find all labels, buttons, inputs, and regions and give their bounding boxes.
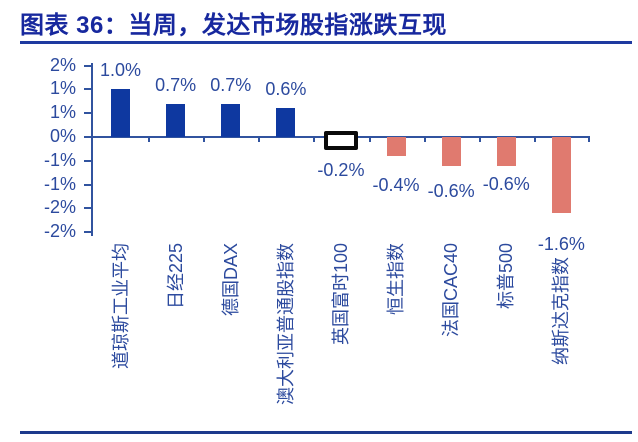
- category-axis-label: 道琼斯工业平均: [110, 243, 131, 369]
- bar: [111, 89, 131, 137]
- figure-bottom-rule: [20, 431, 632, 434]
- category-axis-label: 德国DAX: [220, 243, 241, 317]
- value-label: -0.6%: [427, 180, 475, 201]
- figure-title: 图表 36：当周，发达市场股指涨跌互现: [20, 12, 447, 39]
- y-axis-tick: [84, 88, 91, 91]
- x-axis-tick: [588, 137, 590, 142]
- title-underline: [20, 41, 632, 44]
- value-label: 0.7%: [210, 74, 252, 95]
- y-axis-tick: [84, 231, 91, 234]
- bar: [166, 103, 186, 137]
- x-axis-tick: [368, 137, 371, 142]
- x-axis-tick: [203, 137, 206, 142]
- y-axis-tick: [84, 159, 91, 162]
- value-label: -0.2%: [317, 160, 365, 180]
- value-label: -0.4%: [372, 175, 420, 196]
- bar: [386, 137, 406, 157]
- y-axis-tick: [84, 207, 91, 210]
- value-label: -0.6%: [482, 173, 530, 194]
- x-axis-tick: [423, 137, 426, 142]
- x-axis-tick: [313, 137, 316, 142]
- x-axis-tick: [258, 137, 261, 142]
- y-axis-tick: [84, 112, 91, 115]
- y-axis-tick: [84, 136, 91, 138]
- y-axis-tick-label: 1%: [49, 102, 76, 123]
- category-axis-label: 日经225: [165, 243, 186, 310]
- y-axis-tick-label: -2%: [43, 197, 76, 218]
- y-axis-tick-label: -1%: [43, 173, 76, 194]
- y-axis-tick-label: -2%: [43, 221, 76, 242]
- y-axis-tick: [84, 64, 91, 67]
- value-label: 0.6%: [265, 79, 307, 100]
- bar: [551, 137, 571, 214]
- y-axis-tick: [84, 183, 91, 186]
- category-axis-label: 纳斯达克指数: [551, 257, 572, 365]
- y-axis-tick-label: -1%: [43, 149, 76, 170]
- category-axis-label: 标普500: [496, 243, 517, 310]
- x-axis-tick: [148, 137, 151, 142]
- bar: [496, 137, 516, 166]
- value-label: -1.6%: [537, 234, 585, 255]
- y-axis-tick-label: 1%: [49, 78, 76, 99]
- highlight-box: [323, 131, 358, 150]
- category-axis-label: 恒生指数: [386, 243, 407, 315]
- category-axis-label: 澳大利亚普通股指数: [275, 243, 296, 405]
- value-label: 1.0%: [100, 60, 142, 81]
- x-axis-tick: [533, 137, 536, 142]
- bar: [221, 103, 241, 137]
- bar: [441, 137, 461, 166]
- y-axis-tick-label: 2%: [49, 54, 76, 75]
- category-axis-label: 法国CAC40: [441, 243, 462, 338]
- y-axis-tick-label: 0%: [49, 126, 76, 146]
- bar: [276, 108, 296, 137]
- value-label: 0.7%: [155, 74, 197, 95]
- category-axis-label: 英国富时100: [330, 243, 351, 346]
- x-axis-tick: [478, 137, 481, 142]
- y-axis-line: [91, 63, 93, 236]
